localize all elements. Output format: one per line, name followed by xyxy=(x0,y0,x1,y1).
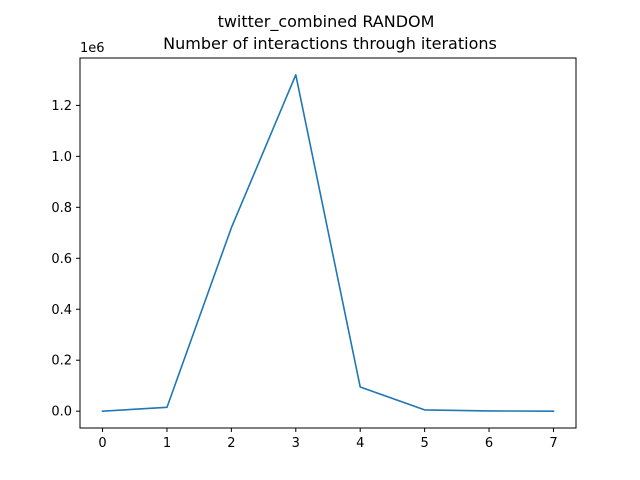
x-tick-label: 5 xyxy=(420,436,428,451)
x-tick-label: 0 xyxy=(98,436,106,451)
y-offset-label: 1e6 xyxy=(80,41,105,56)
x-tick-label: 2 xyxy=(227,436,235,451)
y-tick-label: 0.2 xyxy=(51,354,72,369)
x-tick-label: 6 xyxy=(485,436,493,451)
axes-frame xyxy=(79,57,577,429)
chart-subtitle: Number of interactions through iteration… xyxy=(163,34,497,53)
x-tick-label: 4 xyxy=(356,436,364,451)
y-axis: 0.0 0.2 0.4 0.6 0.8 1.0 1.2 xyxy=(51,99,80,420)
y-tick-label: 1.0 xyxy=(51,150,72,165)
x-tick-label: 7 xyxy=(549,436,557,451)
series-line xyxy=(101,74,555,413)
y-tick-label: 0.8 xyxy=(51,201,72,216)
series-layer xyxy=(101,74,555,413)
x-axis: 0 1 2 3 4 5 6 7 xyxy=(98,428,558,451)
y-tick-label: 0.0 xyxy=(51,405,72,420)
x-tick-label: 3 xyxy=(292,436,300,451)
x-tick-label: 1 xyxy=(163,436,171,451)
y-tick-label: 1.2 xyxy=(51,99,72,114)
chart-title: twitter_combined RANDOM xyxy=(218,12,435,32)
y-tick-label: 0.6 xyxy=(51,252,72,267)
plot-area: 0 1 2 3 4 5 6 7 0.0 0.2 0.4 0.6 0.8 1.0 1.2 xyxy=(51,57,577,451)
y-tick-label: 0.4 xyxy=(51,303,72,318)
